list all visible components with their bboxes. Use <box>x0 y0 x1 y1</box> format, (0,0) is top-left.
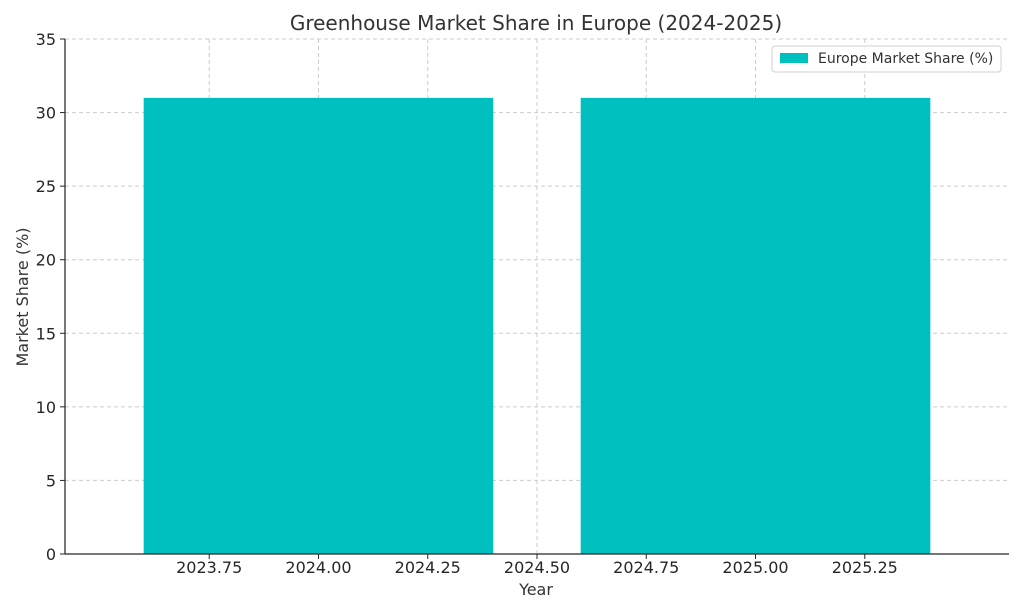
legend: Europe Market Share (%) <box>771 45 1002 73</box>
bar-2024 <box>143 97 494 554</box>
x-tick-label-0: 2023.75 <box>176 558 242 577</box>
x-tick-label-5: 2025.00 <box>722 558 788 577</box>
legend-swatch <box>780 53 808 63</box>
y-tick-label-7: 35 <box>36 30 56 49</box>
y-tick-label-5: 25 <box>36 177 56 196</box>
y-tick-label-4: 20 <box>36 251 56 270</box>
bars <box>143 97 931 554</box>
ticks: 2023.75 2024.00 2024.25 2024.50 2024.75 2025.… <box>36 30 898 577</box>
x-tick-label-6: 2025.25 <box>832 558 898 577</box>
x-tick-label-3: 2024.50 <box>504 558 570 577</box>
y-tick-label-6: 30 <box>36 104 56 123</box>
chart-title: Greenhouse Market Share in Europe (2024-… <box>290 11 782 35</box>
bar-2025 <box>580 97 931 554</box>
legend-frame <box>771 45 1002 73</box>
x-tick-label-2: 2024.25 <box>395 558 461 577</box>
y-tick-label-3: 15 <box>36 324 56 343</box>
y-tick-label-2: 10 <box>36 398 56 417</box>
y-tick-label-1: 5 <box>46 471 56 490</box>
x-tick-label-4: 2024.75 <box>613 558 679 577</box>
y-axis-label: Market Share (%) <box>13 227 32 366</box>
x-tick-label-1: 2024.00 <box>285 558 351 577</box>
legend-label: Europe Market Share (%) <box>818 51 993 67</box>
x-axis-label: Year <box>518 580 553 599</box>
y-tick-label-0: 0 <box>46 545 56 564</box>
